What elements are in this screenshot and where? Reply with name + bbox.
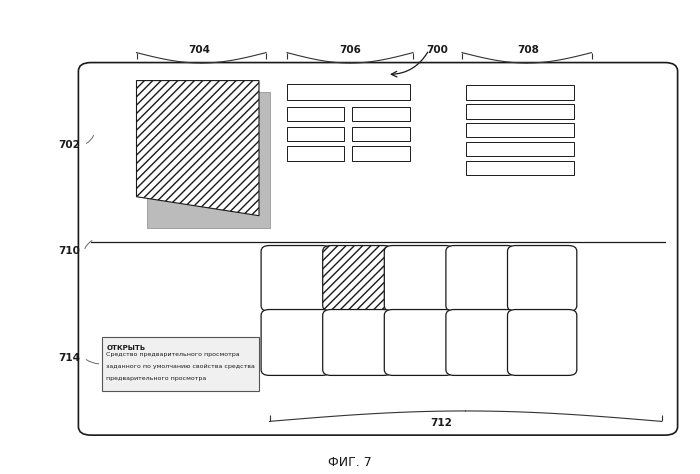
Bar <box>466 123 574 137</box>
Bar <box>352 146 410 161</box>
Text: 714: 714 <box>59 353 80 363</box>
Polygon shape <box>147 92 270 228</box>
FancyBboxPatch shape <box>261 246 330 311</box>
Bar <box>352 107 410 121</box>
Text: Средство предварительного просмотра: Средство предварительного просмотра <box>106 352 240 357</box>
Text: 704: 704 <box>188 45 211 55</box>
Text: предварительного просмотра: предварительного просмотра <box>106 376 206 381</box>
Bar <box>287 107 344 121</box>
FancyBboxPatch shape <box>446 310 515 375</box>
Bar <box>466 85 574 100</box>
Bar <box>287 127 344 141</box>
FancyBboxPatch shape <box>446 246 515 311</box>
Text: 710: 710 <box>59 246 80 256</box>
FancyBboxPatch shape <box>508 246 577 311</box>
FancyBboxPatch shape <box>323 310 392 375</box>
Bar <box>466 142 574 156</box>
FancyBboxPatch shape <box>384 246 454 311</box>
Text: 700: 700 <box>426 45 449 55</box>
Bar <box>352 127 410 141</box>
FancyBboxPatch shape <box>508 310 577 375</box>
Bar <box>287 84 410 100</box>
Text: ФИГ. 7: ФИГ. 7 <box>328 456 372 469</box>
Text: 706: 706 <box>339 45 361 55</box>
Text: ОТКРЫТЬ: ОТКРЫТЬ <box>106 345 146 351</box>
Bar <box>102 337 259 391</box>
Bar <box>466 161 574 175</box>
Bar <box>287 146 344 161</box>
FancyBboxPatch shape <box>323 246 392 311</box>
Polygon shape <box>136 81 259 216</box>
Text: 708: 708 <box>517 45 540 55</box>
FancyBboxPatch shape <box>78 63 678 435</box>
Text: заданного по умолчанию свойства средства: заданного по умолчанию свойства средства <box>106 364 256 369</box>
FancyBboxPatch shape <box>261 310 330 375</box>
Text: 712: 712 <box>430 418 452 428</box>
Bar <box>466 104 574 118</box>
Text: 702: 702 <box>59 139 80 150</box>
FancyBboxPatch shape <box>384 310 454 375</box>
